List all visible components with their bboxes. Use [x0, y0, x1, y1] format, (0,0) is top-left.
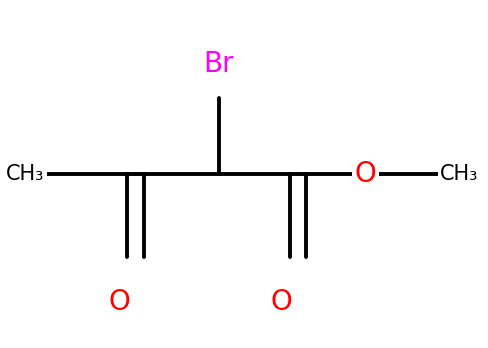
Text: Br: Br — [203, 49, 234, 78]
Text: O: O — [271, 288, 293, 316]
Text: O: O — [355, 160, 376, 188]
Text: CH₃: CH₃ — [440, 164, 478, 184]
Text: O: O — [108, 288, 130, 316]
Text: CH₃: CH₃ — [6, 164, 44, 184]
